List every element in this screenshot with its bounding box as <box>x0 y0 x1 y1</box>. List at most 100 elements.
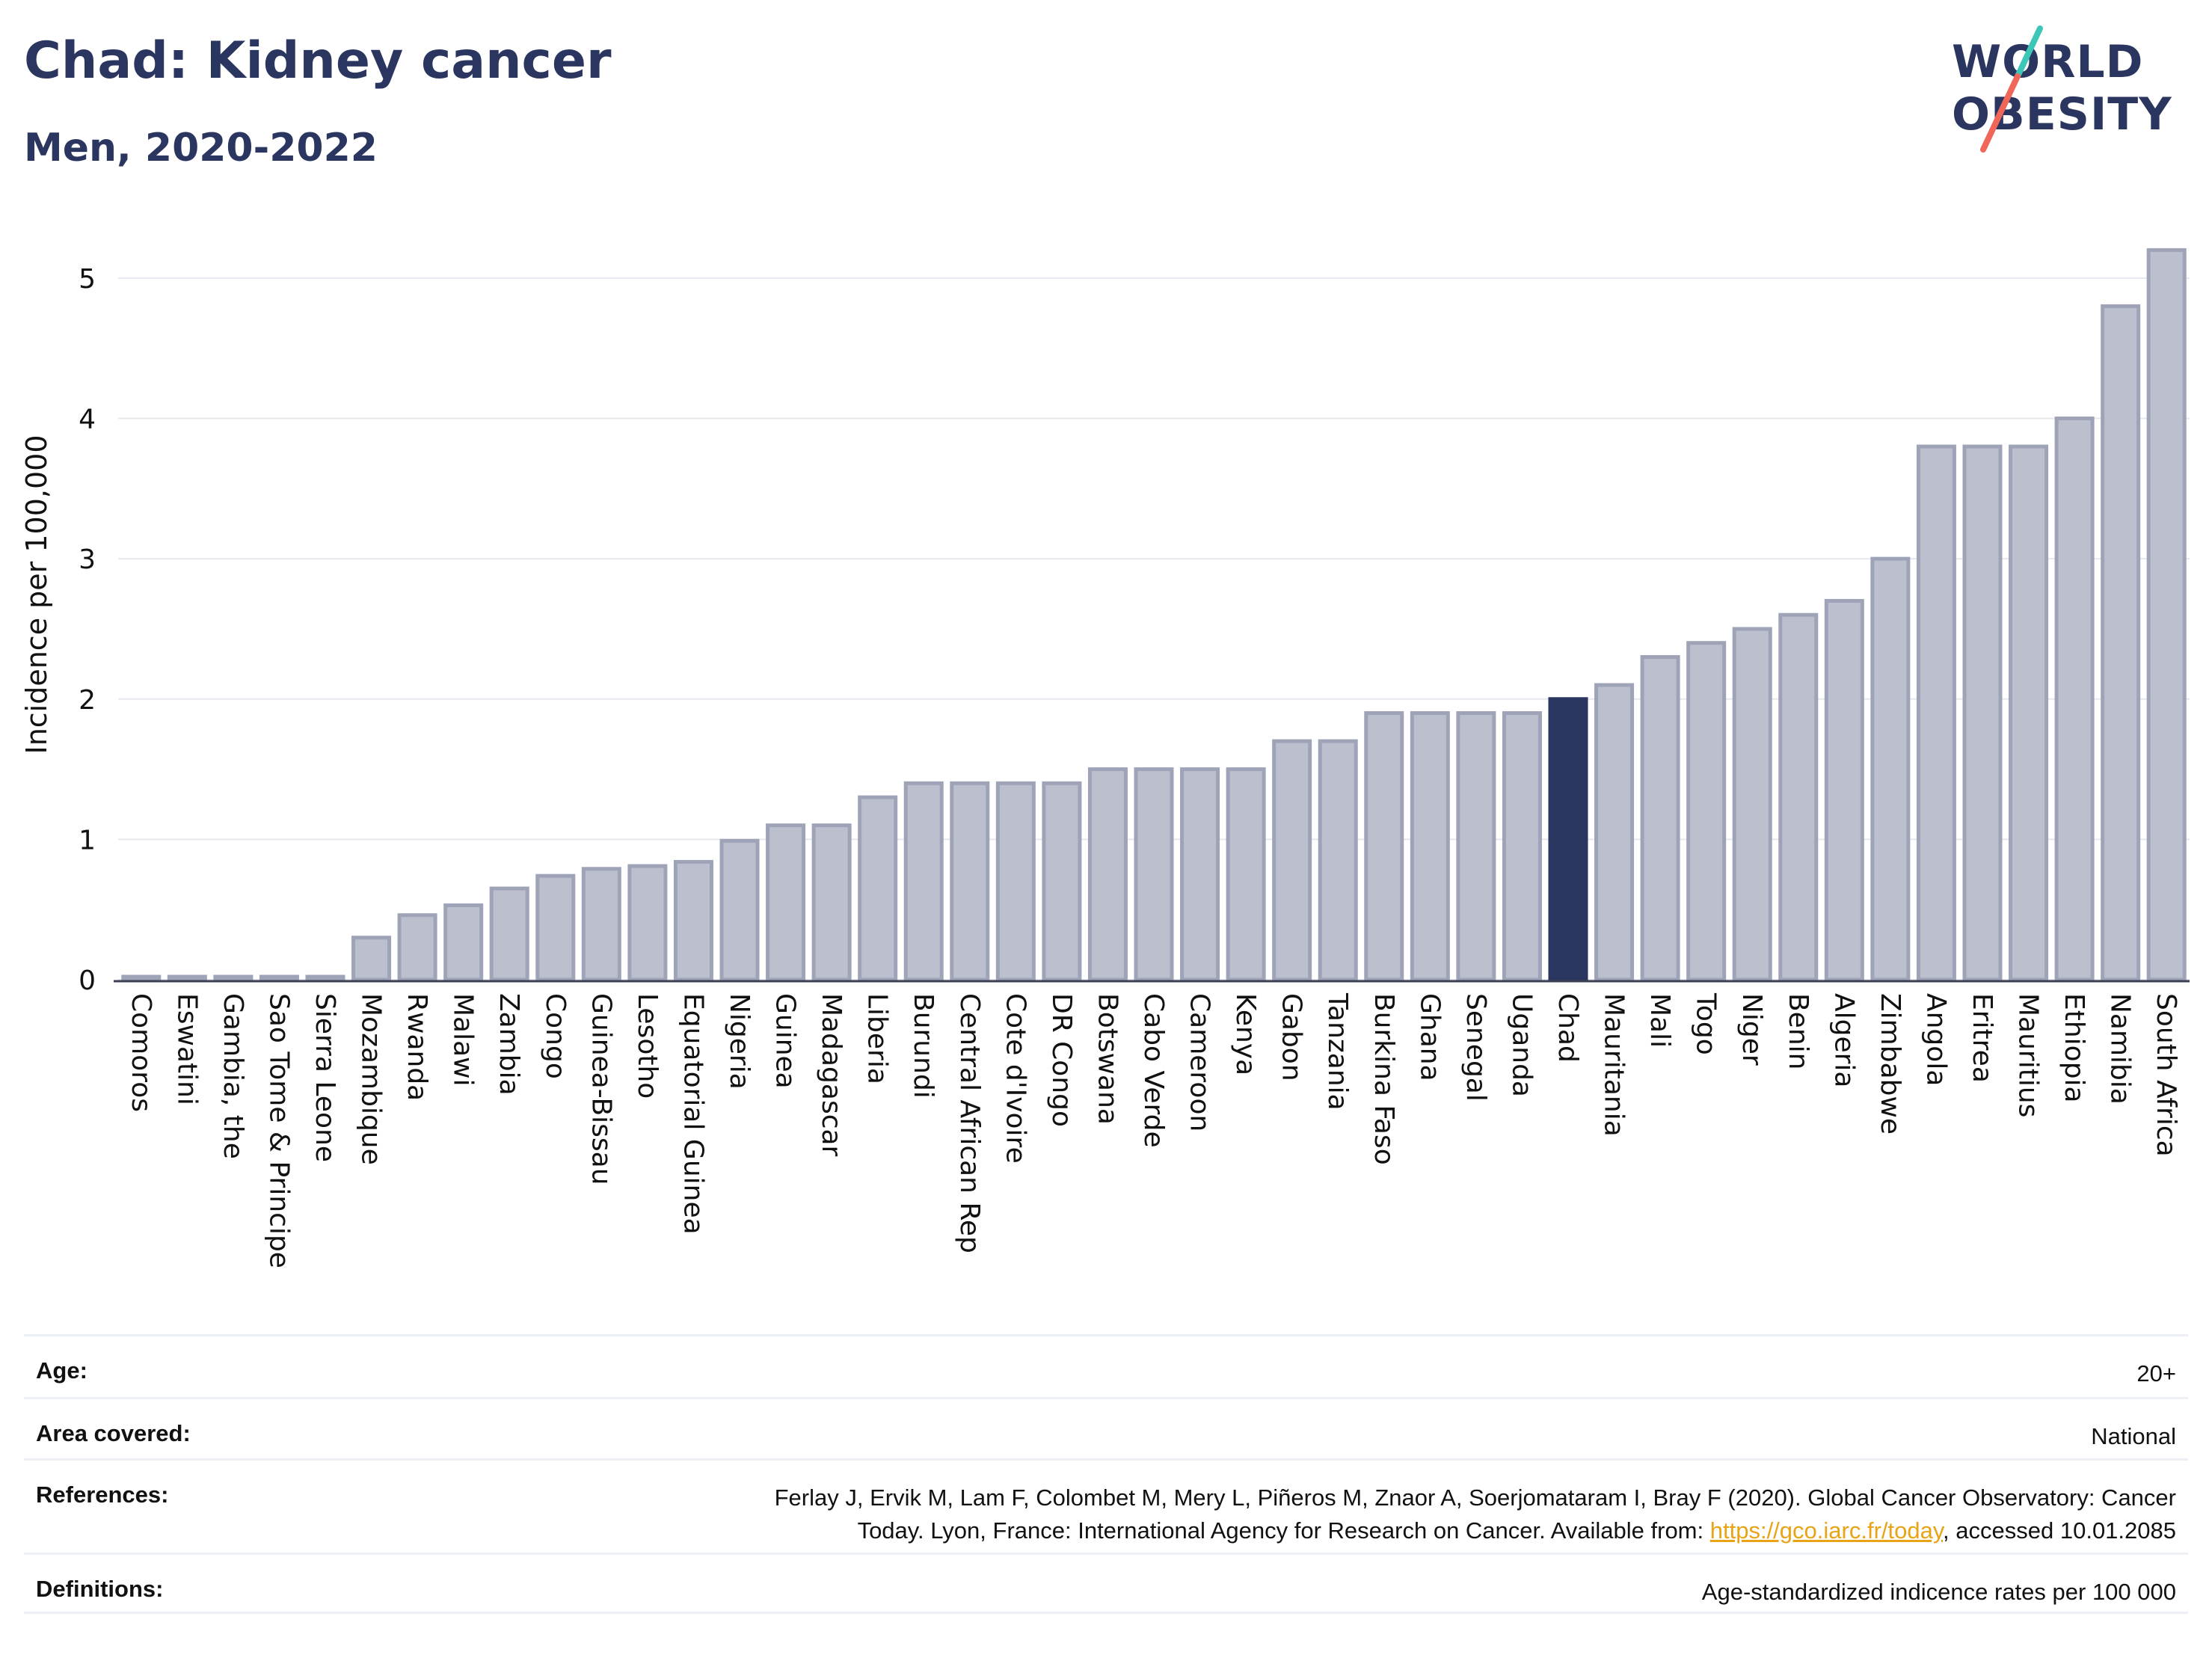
bar-guinea-bissau <box>581 867 621 982</box>
bar-burundi <box>903 781 944 982</box>
bar-comoros <box>121 974 162 982</box>
y-tick-label: 4 <box>79 405 96 435</box>
bar-mali <box>1640 654 1680 982</box>
bar-dr-congo <box>1042 781 1082 982</box>
info-row-references: References: Ferlay J, Ervik M, Lam F, Co… <box>24 1458 2188 1553</box>
age-label: Age: <box>36 1357 87 1384</box>
x-tick-label: Zimbabwe <box>1875 993 1905 1134</box>
bar-benin <box>1778 612 1819 982</box>
bar-south-africa <box>2146 248 2187 982</box>
bar-madagascar <box>811 823 852 982</box>
y-tick-label: 1 <box>79 825 96 856</box>
bar-sierra-leone <box>305 974 345 982</box>
info-row-area: Area covered: National <box>24 1397 2188 1458</box>
info-row-definitions: Definitions: Age-standardized indicence … <box>24 1553 2188 1614</box>
bar-senegal <box>1456 711 1496 982</box>
bar-zambia <box>489 886 529 982</box>
x-tick-label: Cabo Verde <box>1138 993 1169 1148</box>
x-tick-label: Ghana <box>1414 993 1445 1081</box>
area-label: Area covered: <box>36 1420 191 1446</box>
bar-chart: 0 1 2 3 4 5 Comoros Eswatini Gambia, the Sao Tom… <box>20 248 2190 1268</box>
bar-mozambique <box>351 936 392 982</box>
bar-ethiopia <box>2054 417 2095 982</box>
logo-text-world: WORLD <box>1952 36 2144 88</box>
x-tick-label: Congo <box>540 993 571 1079</box>
x-tick-label: Botswana <box>1092 993 1122 1125</box>
world-obesity-logo: WORLD OBESITY <box>1944 22 2199 157</box>
x-tick-label: Angola <box>1920 993 1951 1086</box>
bar-sao-tome-principe <box>259 974 299 982</box>
x-axis-labels: Comoros Eswatini Gambia, the Sao Tome & Pri… <box>126 992 2181 1268</box>
x-tick-label: Namibia <box>2105 993 2136 1105</box>
chart-subtitle: Men, 2020-2022 <box>24 126 378 171</box>
x-tick-label: Liberia <box>862 993 893 1084</box>
bar-angola <box>1916 444 1956 982</box>
bar-algeria <box>1824 598 1864 982</box>
info-table: Age: 20+ Area covered: National Referenc… <box>24 1334 2188 1614</box>
references-link[interactable]: https://gco.iarc.fr/today <box>1709 1517 1944 1544</box>
bar-central-african-rep <box>950 781 990 982</box>
x-tick-label: Cameroon <box>1185 993 1215 1132</box>
bar-guinea <box>766 823 806 982</box>
bar-cameroon <box>1180 767 1220 982</box>
y-tick-label: 3 <box>79 544 96 575</box>
y-tick-label: 2 <box>79 685 96 716</box>
x-tick-label: Niger <box>1736 993 1767 1066</box>
x-tick-label: Mozambique <box>356 993 387 1165</box>
x-tick-label: South Africa <box>2151 993 2181 1157</box>
x-tick-label: Mauritania <box>1599 993 1629 1137</box>
x-tick-label: Togo <box>1691 992 1721 1055</box>
bar-equatorial-guinea <box>673 859 713 982</box>
bar-gambia-the <box>213 974 254 982</box>
y-axis-label: Incidence per 100,000 <box>20 435 53 754</box>
x-tick-label: Algeria <box>1828 993 1859 1088</box>
x-tick-label: Central African Rep <box>954 993 985 1253</box>
bar-cabo-verde <box>1134 767 1174 982</box>
x-tick-label: Guinea-Bissau <box>586 993 616 1185</box>
x-tick-label: Equatorial Guinea <box>678 993 708 1235</box>
x-tick-label: Chad <box>1552 993 1583 1063</box>
x-tick-label: Zambia <box>494 993 524 1096</box>
definitions-value: Age-standardized indicence rates per 100… <box>1701 1579 2176 1605</box>
bar-lesotho <box>627 864 668 982</box>
y-tick-label: 0 <box>79 965 96 996</box>
x-tick-label: Mali <box>1644 993 1675 1048</box>
bar-chad <box>1548 697 1588 982</box>
x-tick-label: Eswatini <box>171 993 202 1105</box>
x-tick-label: Sao Tome & Principe <box>263 993 294 1268</box>
bar-ghana <box>1410 711 1450 982</box>
x-tick-label: Kenya <box>1230 993 1261 1075</box>
x-tick-label: Lesotho <box>632 993 663 1099</box>
definitions-label: Definitions: <box>36 1576 164 1602</box>
area-value: National <box>2091 1423 2176 1449</box>
x-tick-label: Comoros <box>126 993 156 1112</box>
bar-cote-d-ivoire <box>995 781 1036 982</box>
x-tick-label: Rwanda <box>402 993 432 1101</box>
logo-slash-icon <box>1980 25 2043 153</box>
bar-mauritius <box>2009 444 2049 982</box>
bar-congo <box>535 873 576 982</box>
chart-title: Chad: Kidney cancer <box>24 31 612 90</box>
bar-rwanda <box>397 913 437 982</box>
x-tick-label: DR Congo <box>1046 993 1077 1127</box>
bar-mauritania <box>1594 683 1635 982</box>
bar-tanzania <box>1318 739 1358 982</box>
bar-togo <box>1686 641 1727 982</box>
y-axis-ticks: 0 1 2 3 4 5 <box>79 264 96 996</box>
x-tick-label: Uganda <box>1506 993 1537 1097</box>
bar-eritrea <box>1962 444 2003 982</box>
bar-liberia <box>858 795 898 982</box>
bar-zimbabwe <box>1870 556 1911 982</box>
x-tick-label: Cote d'Ivoire <box>1000 993 1030 1164</box>
bar-gabon <box>1272 739 1312 982</box>
x-tick-label: Burundi <box>908 993 938 1099</box>
info-row-age: Age: 20+ <box>24 1334 2188 1397</box>
x-tick-label: Malawi <box>448 993 479 1087</box>
y-tick-label: 5 <box>79 264 96 295</box>
references-label: References: <box>36 1481 169 1508</box>
bar-malawi <box>443 903 484 982</box>
bar-uganda <box>1502 711 1542 982</box>
bar-burkina-faso <box>1364 711 1404 982</box>
x-tick-label: Senegal <box>1460 993 1491 1102</box>
x-tick-label: Gabon <box>1276 993 1307 1081</box>
